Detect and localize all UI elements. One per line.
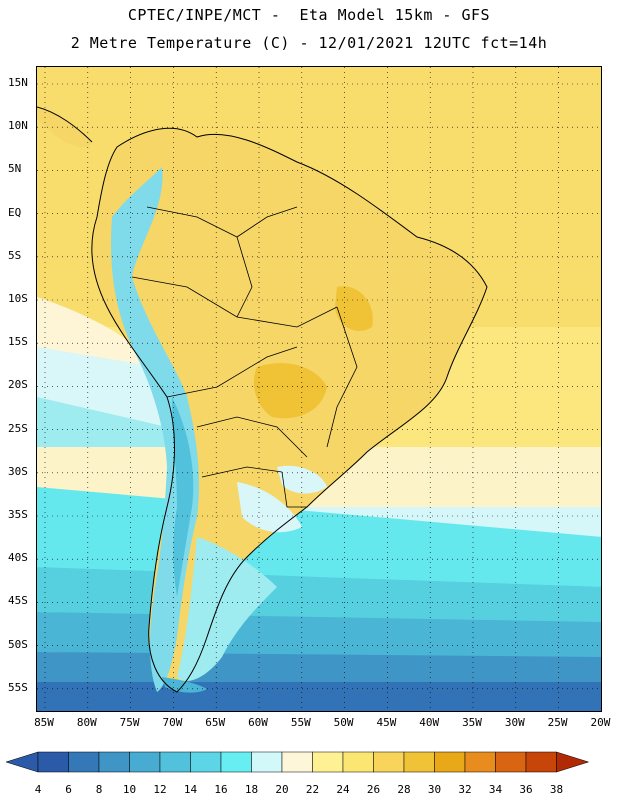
lat-label: 20S <box>8 378 28 392</box>
colorbar-min-arrow <box>5 751 39 773</box>
lat-label: 50S <box>8 637 28 651</box>
lat-label: 25S <box>8 421 28 435</box>
lat-label: 10N <box>8 119 28 133</box>
colorbar-cell <box>403 751 435 773</box>
colorbar-label: 14 <box>183 783 198 796</box>
lon-label: 65W <box>205 716 226 729</box>
map-title-line-1: CPTEC/INPE/MCT - Eta Model 15km - GFS <box>127 6 491 24</box>
colorbar-label: 28 <box>397 783 411 796</box>
colorbar-cell <box>190 751 222 773</box>
lon-label: 35W <box>462 716 482 729</box>
colorbar-cell <box>68 751 100 773</box>
lat-label: 35S <box>8 508 28 521</box>
colorbar-cell <box>342 751 374 773</box>
colorbar-cell <box>495 751 527 773</box>
colorbar-cell <box>373 751 405 773</box>
lat-label: 40S <box>8 551 28 565</box>
tierra-del-fuego <box>162 677 207 693</box>
colorbar-label: 26 <box>366 783 381 796</box>
colorbar-cell <box>312 751 344 773</box>
colorbar-cell <box>129 751 161 773</box>
central-america-land <box>37 107 92 148</box>
lon-label: 45W <box>376 716 397 729</box>
lat-label: 5S <box>8 248 22 262</box>
ocean-band-6-8 <box>37 682 601 711</box>
colorbar-cell <box>434 751 466 773</box>
andes-high-peaks <box>172 397 194 597</box>
lon-label: 25W <box>547 716 568 729</box>
colorbar-label: 16 <box>214 783 228 796</box>
colorbar-label: 10 <box>122 783 137 796</box>
colorbar-max-arrow <box>556 751 590 773</box>
falkland-islands <box>267 656 282 662</box>
lon-label: 85W <box>34 716 54 729</box>
colorbar-label: 38 <box>549 783 564 796</box>
colorbar-label: 32 <box>458 783 472 796</box>
lat-label: EQ <box>8 205 22 219</box>
uruguay-cool-region <box>277 465 327 494</box>
lat-label: 15S <box>8 335 28 349</box>
colorbar-label: 20 <box>275 783 289 796</box>
colorbar-cell <box>37 751 69 773</box>
colorbar-label: 24 <box>336 783 350 796</box>
colorbar-cell <box>220 751 252 773</box>
lon-label: 50W <box>333 716 354 729</box>
map-panel <box>36 66 602 712</box>
lon-label: 30W <box>504 716 525 729</box>
lon-label: 20W <box>590 716 611 729</box>
colorbar-cell <box>98 751 130 773</box>
lat-label: 15N <box>8 76 28 89</box>
colorbar-label: 18 <box>244 783 259 796</box>
patagonia-cool-region <box>177 537 277 681</box>
colorbar-label: 4 <box>34 783 42 796</box>
colorbar-cell <box>525 751 557 773</box>
lon-label: 70W <box>162 716 183 729</box>
lon-label: 80W <box>76 716 97 729</box>
lon-label: 75W <box>119 716 140 729</box>
colorbar-cell <box>281 751 313 773</box>
colorbar-label: 36 <box>519 783 533 796</box>
colorbar-label: 6 <box>65 783 72 796</box>
colorbar-label: 22 <box>305 783 320 796</box>
temperature-map <box>37 67 601 711</box>
colorbar-label: 8 <box>95 783 103 796</box>
lat-label: 55S <box>8 680 28 694</box>
colorbar-label: 34 <box>488 783 503 796</box>
central-brazil-hotspot <box>253 363 327 419</box>
colorbar-cell <box>159 751 191 773</box>
lat-label: 45S <box>8 594 28 608</box>
lat-label: 30S <box>8 464 28 478</box>
colorbar-cell <box>464 751 496 773</box>
colorbar-label: 12 <box>153 783 167 796</box>
colorbar-label: 30 <box>427 783 442 796</box>
colorbar-cells <box>5 751 590 773</box>
lat-label: 10S <box>8 292 28 305</box>
colorbar-cell <box>251 751 283 773</box>
rio-de-la-plata-cool-region <box>237 482 302 533</box>
map-title-line-2: 2 Metre Temperature (C) - 12/01/2021 12U… <box>70 34 548 52</box>
ocean-band-8-10 <box>37 652 601 687</box>
lat-label: 5N <box>8 162 22 176</box>
lon-label: 55W <box>290 716 311 729</box>
country-borders <box>131 206 358 508</box>
temperature-colorbar <box>5 751 590 773</box>
lon-label: 60W <box>248 716 268 729</box>
coastline <box>91 127 488 693</box>
lon-label: 40W <box>419 716 440 729</box>
